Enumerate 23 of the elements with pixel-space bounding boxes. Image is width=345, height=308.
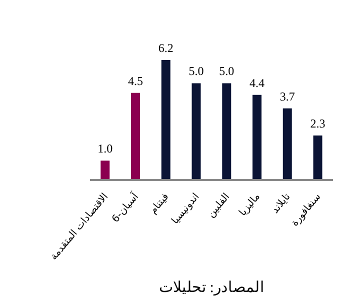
data-label: 4.5 xyxy=(128,74,144,88)
bar xyxy=(222,83,232,180)
x-tick-label: آسيان-6 xyxy=(108,189,142,225)
x-tick-label: الاقتصادات المتقدمة xyxy=(48,191,111,262)
text: المصادر: تحليلات xyxy=(158,279,265,297)
data-label: 3.7 xyxy=(280,89,295,104)
bar xyxy=(100,160,110,180)
bar xyxy=(131,92,140,180)
data-label: 5.0 xyxy=(188,64,204,78)
data-label: 4.4 xyxy=(250,76,265,90)
x-tick-label: فيتنام xyxy=(148,191,172,216)
bar xyxy=(192,83,201,180)
data-label: 6.2 xyxy=(158,41,174,55)
bar xyxy=(313,135,322,180)
data-label: 1.0 xyxy=(98,142,113,156)
x-tick-label: اندونيسيا xyxy=(170,191,202,226)
x-tick-label: ماليزيا xyxy=(237,191,262,218)
data-label: 5.0 xyxy=(219,64,234,78)
bar xyxy=(282,108,292,180)
x-tick-label: الفلبين xyxy=(206,191,232,220)
bar xyxy=(252,94,262,180)
bar xyxy=(161,60,170,180)
data-label: 2.3 xyxy=(310,116,326,130)
